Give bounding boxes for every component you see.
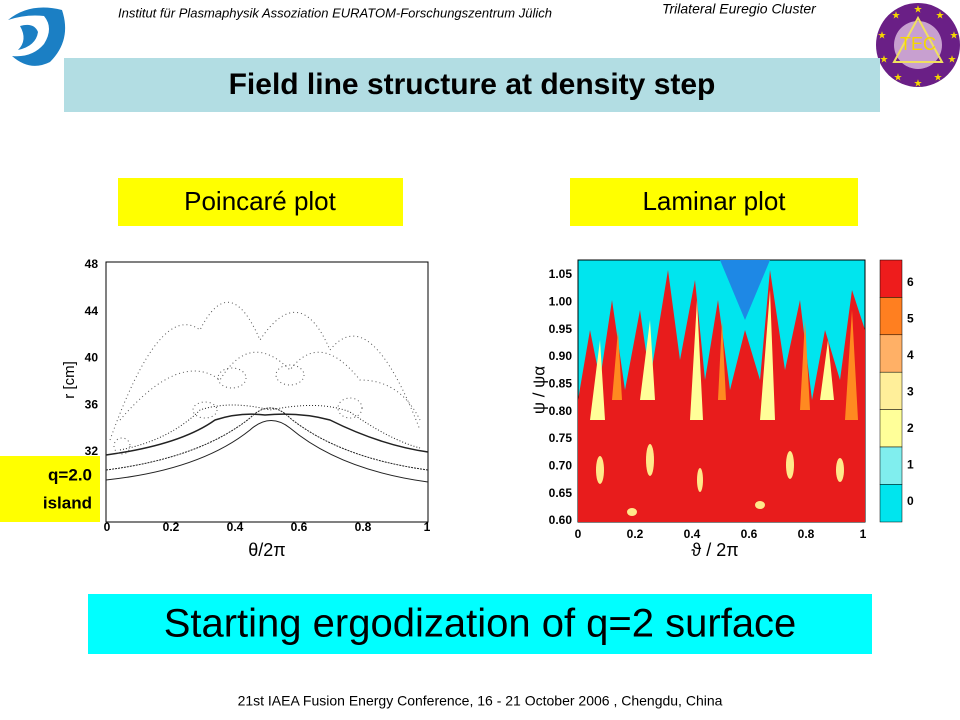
y-axis-label: r [cm] xyxy=(61,361,78,399)
x-tick-label: 0.6 xyxy=(291,520,308,534)
y-tick-label: 0.85 xyxy=(549,377,573,391)
banner-box xyxy=(88,594,872,654)
title: Field line structure at density step xyxy=(229,68,716,101)
x-tick-label: 0.2 xyxy=(163,520,180,534)
banner: Starting ergodization of q=2 surface xyxy=(164,602,797,646)
institute: Institut für Plasmaphysik Assoziation EU… xyxy=(118,5,552,20)
svg-text:★: ★ xyxy=(934,73,943,84)
svg-text:★: ★ xyxy=(880,55,889,66)
y-tick-label: 2 xyxy=(907,421,914,435)
y-axis-label: ψ / ψα xyxy=(529,366,548,414)
svg-text:★: ★ xyxy=(894,73,903,84)
panel-label: Poincaré plot xyxy=(184,186,337,216)
y-tick-label: 5 xyxy=(907,312,914,326)
footer: 21st IAEA Fusion Energy Conference, 16 -… xyxy=(238,693,723,709)
y-tick-label: 0.90 xyxy=(549,349,573,363)
annotation: q=2.0 xyxy=(48,465,92,484)
title-box xyxy=(64,58,880,112)
y-tick-label: 0.60 xyxy=(549,513,573,527)
y-tick-label: 36 xyxy=(85,397,99,411)
y-tick-label: 3 xyxy=(907,385,914,399)
y-tick-label: 32 xyxy=(85,444,99,458)
label-box xyxy=(570,178,858,226)
y-tick-label: 0 xyxy=(907,494,914,508)
x-tick-label: 0.2 xyxy=(627,527,644,541)
label-box xyxy=(118,178,403,226)
y-tick-label: 0.80 xyxy=(549,404,573,418)
y-tick-label: 48 xyxy=(85,257,99,271)
svg-text:★: ★ xyxy=(950,31,959,42)
x-tick-label: 0.6 xyxy=(741,527,758,541)
x-axis-label: ϑ / 2π xyxy=(691,540,738,560)
y-tick-label: 44 xyxy=(85,304,99,318)
y-tick-label: 1 xyxy=(907,458,914,472)
svg-text:★: ★ xyxy=(914,79,923,90)
x-tick-label: 0 xyxy=(104,520,111,534)
y-tick-label: 4 xyxy=(907,348,914,362)
laminar-plot: 1.051.000.950.900.850.800.750.700.650.60… xyxy=(529,259,914,560)
y-tick-label: 0.65 xyxy=(549,486,573,500)
x-tick-label: 0.8 xyxy=(798,527,815,541)
x-tick-label: 0 xyxy=(575,527,582,541)
y-tick-label: 0.75 xyxy=(549,431,573,445)
svg-text:★: ★ xyxy=(914,5,923,16)
y-tick-label: 0.70 xyxy=(549,459,573,473)
tec-text: TEC xyxy=(900,34,936,54)
x-tick-label: 1 xyxy=(424,520,431,534)
y-tick-label: 0.95 xyxy=(549,322,573,336)
svg-text:★: ★ xyxy=(948,55,957,66)
cluster: Trilateral Euregio Cluster xyxy=(662,1,817,17)
tec-logo: ★ ★ ★ ★ ★ ★ ★ ★ ★ ★ TEC xyxy=(876,3,960,90)
annotation: island xyxy=(43,493,92,512)
y-tick-label: 1.00 xyxy=(549,295,573,309)
fzj-logo xyxy=(8,7,66,66)
y-tick-label: 40 xyxy=(85,351,99,365)
y-tick-label: 6 xyxy=(907,275,914,289)
annotation-box xyxy=(0,456,100,522)
svg-text:★: ★ xyxy=(878,31,887,42)
colorbar xyxy=(879,259,903,523)
x-tick-label: 0.4 xyxy=(227,520,244,534)
x-tick-label: 0.4 xyxy=(684,527,701,541)
svg-text:★: ★ xyxy=(892,11,901,22)
y-tick-label: 1.05 xyxy=(549,267,573,281)
panel-label: Laminar plot xyxy=(642,186,786,216)
svg-text:★: ★ xyxy=(936,11,945,22)
x-tick-label: 0.8 xyxy=(355,520,372,534)
x-axis-label: θ/2π xyxy=(248,540,285,560)
poincare-plot: 48 44 40 36 32 0 0.2 0.4 0.6 0.8 1 r [cm] θ/2π xyxy=(61,257,431,560)
x-tick-label: 1 xyxy=(860,527,867,541)
